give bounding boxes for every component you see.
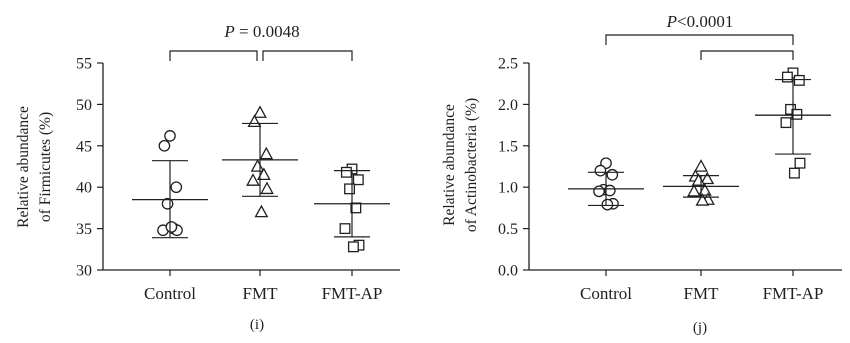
data-point-square bbox=[780, 117, 792, 129]
data-point-square bbox=[347, 241, 359, 253]
data-point-square bbox=[791, 108, 803, 120]
panel-firmicutes: Relative abundance of Firmicutes (%) P =… bbox=[15, 22, 400, 333]
data-point-triangle bbox=[697, 183, 712, 196]
y-tick-label: 2.5 bbox=[498, 56, 518, 73]
panel-label-i: (i) bbox=[250, 317, 264, 333]
data-point-circle bbox=[165, 221, 178, 233]
data-point-square bbox=[340, 166, 352, 178]
data-point-triangle bbox=[250, 159, 265, 172]
significance-bracket bbox=[169, 50, 258, 61]
panel-label-j: (j) bbox=[693, 320, 707, 336]
p-value-annotation-actinobacteria: P<0.0001 bbox=[666, 12, 734, 31]
data-point-triangle bbox=[700, 171, 715, 185]
y-tick-label: 1.0 bbox=[498, 180, 518, 197]
data-point-circle bbox=[593, 185, 605, 198]
data-point-circle bbox=[158, 139, 171, 152]
x-tick-label: FMT bbox=[684, 284, 720, 303]
panel-actinobacteria: Relative abundance of Actinobacteria (%)… bbox=[441, 12, 842, 336]
data-point-triangle bbox=[259, 146, 274, 160]
data-point-triangle bbox=[260, 181, 274, 195]
y-axis-label-actinobacteria-line1: Relative abundance bbox=[441, 104, 458, 226]
y-tick-label: 45 bbox=[76, 138, 92, 155]
y-tick-label: 35 bbox=[76, 221, 92, 238]
data-point-circle bbox=[164, 130, 176, 142]
data-point-square bbox=[794, 157, 806, 169]
x-tick-label: Control bbox=[580, 284, 632, 303]
p-value-text: <0.0001 bbox=[677, 12, 733, 31]
y-tick-label: 0.5 bbox=[498, 221, 518, 238]
data-point-triangle bbox=[687, 183, 701, 197]
data-point-circle bbox=[594, 164, 607, 177]
p-symbol: P bbox=[666, 12, 677, 31]
data-point-square bbox=[793, 74, 805, 86]
data-point-square bbox=[339, 223, 351, 235]
p-symbol: P bbox=[223, 22, 234, 41]
data-point-triangle bbox=[694, 159, 708, 172]
y-tick-label: 0.0 bbox=[498, 263, 518, 280]
data-point-square bbox=[344, 183, 356, 195]
data-point-triangle bbox=[253, 105, 267, 118]
data-point-triangle bbox=[254, 204, 269, 218]
y-axis-label-firmicutes-line1: Relative abundance bbox=[15, 106, 32, 228]
data-point-square bbox=[350, 202, 362, 214]
x-tick-label: FMT bbox=[243, 284, 279, 303]
y-tick-label: 40 bbox=[76, 180, 92, 197]
y-axis-label-firmicutes-line2: of Firmicutes (%) bbox=[37, 112, 54, 222]
y-tick-label: 2.0 bbox=[498, 97, 518, 114]
data-point-circle bbox=[606, 168, 619, 181]
data-point-triangle bbox=[256, 167, 271, 181]
data-point-triangle bbox=[246, 173, 260, 186]
y-tick-label: 50 bbox=[76, 97, 92, 114]
y-axis-label-actinobacteria-line2: of Actinobacteria (%) bbox=[463, 98, 480, 232]
x-tick-label: FMT-AP bbox=[322, 284, 383, 303]
p-value-annotation-firmicutes: P = 0.0048 bbox=[223, 22, 299, 41]
y-tick-label: 30 bbox=[76, 263, 92, 280]
data-point-square bbox=[781, 71, 793, 83]
x-tick-label: Control bbox=[144, 284, 196, 303]
data-point-square bbox=[788, 167, 800, 179]
data-point-triangle bbox=[695, 193, 710, 206]
data-point-circle bbox=[170, 181, 183, 194]
significance-bracket bbox=[700, 50, 794, 60]
p-value-text: = 0.0048 bbox=[235, 22, 300, 41]
data-point-square bbox=[352, 174, 364, 186]
y-tick-label: 55 bbox=[76, 56, 92, 73]
y-tick-label: 1.5 bbox=[498, 138, 518, 155]
x-tick-label: FMT-AP bbox=[763, 284, 824, 303]
significance-bracket bbox=[605, 34, 794, 45]
significance-bracket bbox=[262, 50, 353, 61]
data-point-circle bbox=[601, 198, 614, 211]
